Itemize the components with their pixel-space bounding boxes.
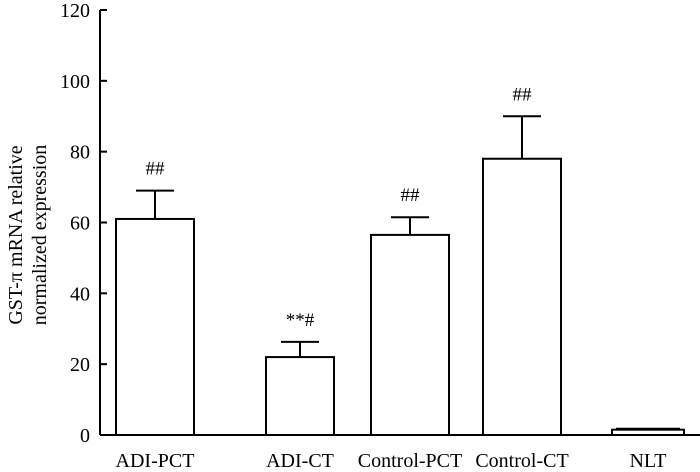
x-tick-label: ADI-CT xyxy=(266,450,334,472)
bar-group: ## ADI-PCT xyxy=(115,159,195,472)
significance-label: **# xyxy=(286,310,315,331)
bar xyxy=(265,356,335,437)
y-axis-label: GST-π mRNA relative normalized expression xyxy=(5,145,51,326)
bar-group: ## Control-PCT xyxy=(358,185,462,472)
y-axis-label-line: normalized expression xyxy=(29,145,51,326)
bar xyxy=(611,428,685,436)
y-tick-label: 100 xyxy=(60,71,90,93)
y-axis: 0 20 40 60 80 100 120 xyxy=(60,0,107,447)
significance-label: ## xyxy=(401,185,421,206)
bar xyxy=(370,233,450,436)
x-tick-label: Control-PCT xyxy=(358,450,462,472)
bar xyxy=(115,217,195,436)
significance-label: ## xyxy=(513,84,533,105)
x-tick-label: NLT xyxy=(629,450,666,472)
y-tick-label: 120 xyxy=(60,0,90,22)
bar-group: ## Control-CT xyxy=(475,84,568,472)
significance-label: ## xyxy=(146,159,166,180)
x-tick-label: ADI-PCT xyxy=(116,450,195,472)
y-axis-label-line: GST-π mRNA relative xyxy=(5,145,27,324)
bars: ## ADI-PCT **# ADI-CT ## Control-PCT ## Control… xyxy=(115,84,685,472)
bar-group: **# ADI-CT xyxy=(265,310,335,472)
bar xyxy=(482,157,562,436)
bar-group: NLT xyxy=(611,427,685,472)
y-tick-label: 20 xyxy=(70,354,90,376)
x-tick-label: Control-CT xyxy=(475,450,568,472)
y-tick-label: 60 xyxy=(70,213,90,235)
y-tick-label: 0 xyxy=(80,425,90,447)
y-tick-label: 40 xyxy=(70,283,90,305)
y-tick-label: 80 xyxy=(70,142,90,164)
